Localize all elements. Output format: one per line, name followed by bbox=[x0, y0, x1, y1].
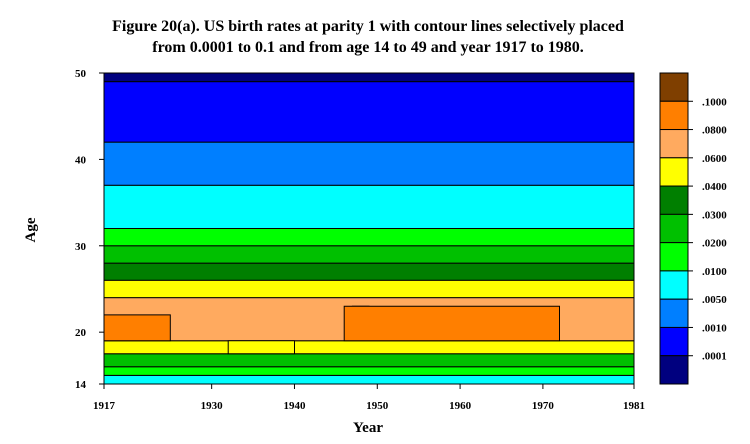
legend-label: .0050 bbox=[702, 294, 727, 306]
y-tick-label: 50 bbox=[75, 68, 87, 80]
y-tick-label: 20 bbox=[75, 327, 87, 339]
contour-band-12 bbox=[103, 72, 635, 83]
chart-title-line-2: from 0.0001 to 0.1 and from age 14 to 49… bbox=[152, 39, 584, 56]
legend-label: .0100 bbox=[702, 266, 727, 278]
legend-label: .0001 bbox=[702, 351, 727, 363]
y-tick-label: 40 bbox=[75, 154, 87, 166]
contour-band-6 bbox=[103, 262, 635, 281]
legend-label: .0300 bbox=[702, 209, 727, 221]
plot-frame bbox=[103, 72, 635, 385]
x-tick-label: 1981 bbox=[623, 400, 645, 412]
contour-band-1 bbox=[103, 366, 635, 376]
contour-band-10 bbox=[103, 141, 635, 186]
contour-band-5 bbox=[103, 279, 635, 299]
legend-swatch bbox=[659, 213, 689, 244]
x-tick-label: 1930 bbox=[201, 400, 224, 412]
legend-swatch bbox=[659, 157, 689, 187]
contour-band-2 bbox=[103, 353, 635, 368]
contour-band-9 bbox=[103, 184, 635, 229]
legend-label: .0800 bbox=[702, 125, 727, 137]
x-tick-label: 1950 bbox=[366, 400, 389, 412]
x-axis-ticks: 1917 1930 1940 1950 1960 1970 1981 bbox=[93, 384, 645, 412]
wartime-dip-4 bbox=[227, 340, 295, 355]
legend-swatch bbox=[659, 129, 689, 159]
legend-swatch bbox=[659, 298, 689, 328]
x-tick-label: 1960 bbox=[449, 400, 472, 412]
legend-swatch bbox=[659, 242, 689, 272]
legend-label: .0600 bbox=[702, 153, 727, 165]
y-tick-label: 30 bbox=[75, 241, 87, 253]
contour-regions bbox=[103, 305, 560, 355]
contour-band-0 bbox=[103, 374, 635, 385]
legend-swatch bbox=[659, 100, 689, 131]
y-axis-label: Age bbox=[23, 217, 39, 242]
high-rate-region-3 bbox=[343, 305, 560, 342]
legend-label: .0400 bbox=[702, 181, 727, 193]
legend-label: .0200 bbox=[702, 238, 727, 250]
contour-band-3 bbox=[103, 340, 635, 355]
legend-label: .1000 bbox=[702, 96, 727, 108]
legend-swatch bbox=[659, 185, 689, 215]
legend: .1000 .0800 .0600 .0400 .0300 .0200 .0100 .0050… bbox=[659, 72, 727, 385]
legend-swatch bbox=[659, 270, 689, 300]
contour-band-11 bbox=[103, 81, 635, 143]
legend-swatch bbox=[659, 72, 689, 102]
legend-swatch bbox=[659, 355, 689, 385]
legend-label: .0010 bbox=[702, 322, 727, 334]
contour-band-7 bbox=[103, 245, 635, 264]
x-tick-label: 1940 bbox=[283, 400, 306, 412]
chart-title-line-1: Figure 20(a). US birth rates at parity 1… bbox=[112, 18, 624, 35]
x-axis-label: Year bbox=[353, 420, 383, 436]
high-rate-region-2 bbox=[103, 314, 171, 342]
x-tick-label: 1917 bbox=[93, 400, 116, 412]
x-tick-label: 1970 bbox=[532, 400, 555, 412]
y-axis-ticks: 14 20 30 40 50 bbox=[75, 68, 104, 391]
contour-band-8 bbox=[103, 228, 635, 247]
y-tick-label: 14 bbox=[75, 379, 87, 391]
legend-swatch bbox=[659, 326, 689, 357]
